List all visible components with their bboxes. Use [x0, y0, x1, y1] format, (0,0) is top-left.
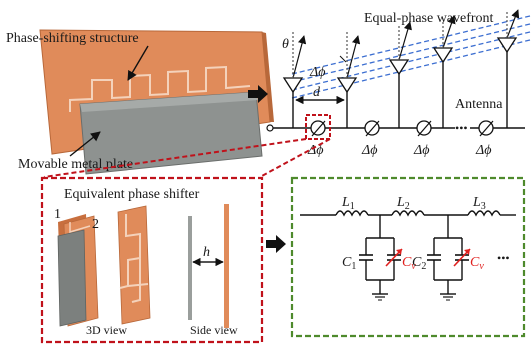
- view-3d-figure: [57, 214, 99, 327]
- antenna-4: [432, 15, 456, 128]
- fixed-cap-2-label: C2: [412, 255, 426, 272]
- structure-callout-line: [127, 45, 149, 81]
- equal-phase-wavefront-label: Equal-phase wavefront: [364, 11, 494, 26]
- inductor-3-label: L3: [472, 195, 486, 212]
- movable-metal-plate-highlight: [80, 92, 258, 112]
- equivalent-phase-shifter-panel: Equivalent phase shifter 1 2 h 3D view S…: [40, 176, 264, 344]
- antenna-1: [282, 30, 307, 128]
- feed-ellipsis: •••: [455, 121, 468, 135]
- equivalent-phase-shifter-title: Equivalent phase shifter: [64, 187, 200, 202]
- variable-cap-1-label: Cv: [402, 255, 416, 272]
- meander-trace: [69, 65, 251, 112]
- wavefront-lines: [291, 15, 531, 99]
- theta-label: θ: [282, 37, 289, 52]
- port-1-label: 1: [54, 207, 61, 222]
- circuit-ellipsis: •••: [497, 251, 510, 265]
- phase-shifting-structure-figure: Phase-shifting structure Movable metal p…: [6, 29, 274, 175]
- phase-shift-label-1: Δϕ: [307, 143, 323, 158]
- inductor-3: [467, 210, 501, 217]
- phase-shifter-1: [310, 120, 326, 137]
- side-view-label: Side view: [190, 323, 238, 337]
- highlight-box-small: [305, 114, 331, 140]
- green-dashed-box: [290, 176, 526, 338]
- antenna-label: Antenna: [455, 97, 503, 112]
- phase-shifter-2: [364, 120, 380, 137]
- plate-callout-line: [69, 131, 101, 157]
- antenna-5: [496, 9, 520, 128]
- phased-array-figure: Equal-phase wavefront •••: [266, 9, 531, 158]
- inductor-1: [335, 210, 369, 217]
- wavefront-delta-phi-arrow: [339, 55, 347, 63]
- phase-shift-label-3: Δϕ: [413, 143, 429, 158]
- phase-shifting-structure-label: Phase-shifting structure: [6, 31, 139, 46]
- zoom-line-right: [259, 138, 331, 178]
- movable-metal-plate-label: Movable metal plate: [18, 157, 133, 172]
- shunt-branch-2: [427, 215, 471, 301]
- inductor-1-label: L1: [341, 195, 355, 212]
- copper-board-edge: [262, 32, 274, 122]
- right-arrow-bottom: [266, 235, 286, 253]
- antenna-3: [388, 21, 412, 128]
- gap-h-label: h: [203, 245, 210, 260]
- fixed-cap-1-label: C1: [342, 255, 356, 272]
- antenna-2: [336, 30, 361, 128]
- right-arrow-top: [248, 85, 268, 103]
- view-3d-label: 3D view: [86, 323, 127, 337]
- wavefront-delta-phi-label: Δϕ: [309, 65, 325, 80]
- equivalent-circuit-panel: L1 L2 L3: [290, 176, 526, 338]
- shunt-branch-1: [359, 215, 403, 301]
- phase-shifter-4: [478, 120, 494, 137]
- view-3d-trace-figure: [117, 205, 151, 325]
- phase-shift-label-4: Δϕ: [475, 143, 491, 158]
- inductor-2: [391, 210, 425, 217]
- zoom-line-left: [43, 138, 307, 178]
- variable-cap-2-label: Cv: [470, 255, 484, 272]
- inductor-2-label: L2: [396, 195, 410, 212]
- red-dashed-box: [40, 176, 264, 344]
- spacing-d-label: d: [313, 85, 321, 100]
- side-view-figure: [188, 204, 229, 328]
- feed-port: [266, 124, 274, 132]
- phase-shifter-3: [416, 120, 432, 137]
- port-2-label: 2: [92, 217, 99, 232]
- phase-shift-label-2: Δϕ: [361, 143, 377, 158]
